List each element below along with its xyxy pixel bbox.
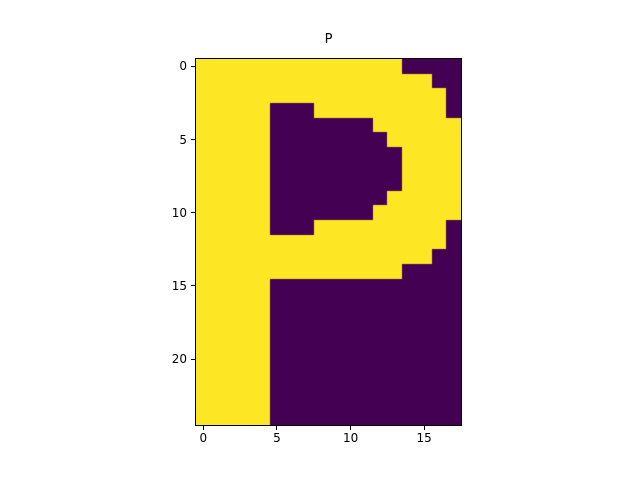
x-tick-mark	[423, 426, 425, 430]
y-tick-label: 20	[171, 352, 187, 367]
x-tick-mark	[276, 426, 278, 430]
y-tick-label: 5	[179, 132, 187, 147]
y-tick-mark	[191, 285, 195, 287]
y-tick-mark	[191, 212, 195, 214]
y-tick-label: 15	[171, 278, 187, 293]
chart-title: P	[324, 32, 333, 47]
x-tick-label: 5	[273, 431, 281, 445]
y-tick-mark	[191, 358, 195, 360]
y-tick-label: 10	[171, 205, 187, 220]
y-tick-mark	[191, 65, 195, 67]
x-tick-mark	[202, 426, 204, 430]
y-tick-mark	[191, 139, 195, 141]
plot-frame	[195, 58, 462, 426]
x-tick-label: 15	[416, 431, 432, 445]
x-tick-mark	[350, 426, 352, 430]
heatmap-image	[196, 59, 461, 425]
x-tick-label: 0	[199, 431, 208, 445]
y-tick-label: 0	[179, 59, 187, 74]
x-tick-label: 10	[342, 431, 359, 445]
